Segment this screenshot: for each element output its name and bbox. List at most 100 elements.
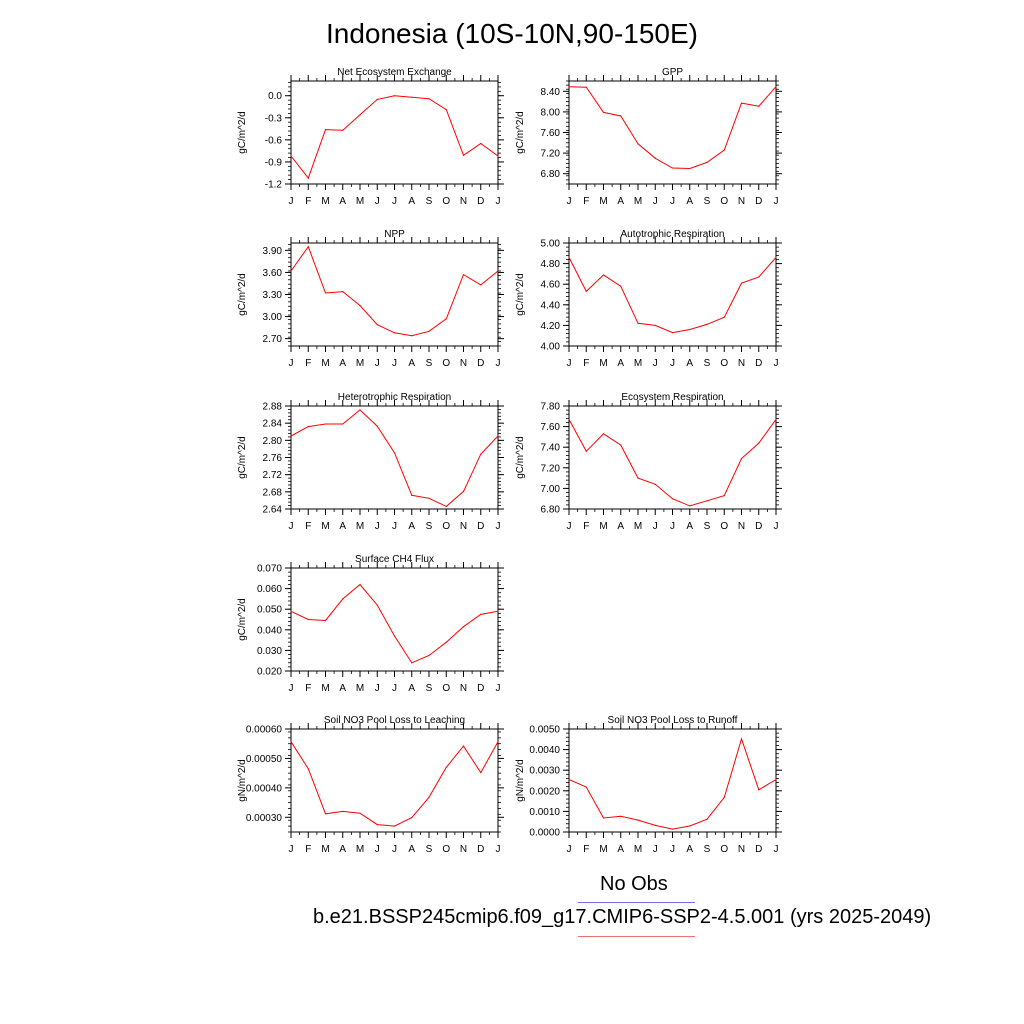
x-tick-label: S [704,844,711,855]
x-tick-label: S [426,196,433,207]
chart-panel: Autotrophic Respiration gC/m^2/d 4.00 4.20 4… [515,229,782,369]
data-point [445,766,447,768]
page-title: Indonesia (10S-10N,90-150E) [325,18,698,49]
x-tick-label: J [670,196,675,207]
x-tick-label: A [339,358,346,369]
data-point [359,812,361,814]
chart-title: NPP [384,229,405,240]
plot-frame [290,567,499,672]
data-point [671,167,674,169]
plot-frame [290,728,499,833]
x-tick-label: D [755,196,762,207]
data-point [428,654,430,657]
chart-panel: Ecosystem Respiration gC/m^2/d 6.80 7.00 7.2… [515,392,782,532]
x-tick-label: A [686,521,693,532]
data-point [775,86,777,88]
data-point [671,498,674,500]
x-tick-label: F [305,521,311,532]
x-tick-label: J [289,683,294,694]
x-tick-label: M [356,521,364,532]
x-tick-label: F [305,683,311,694]
x-tick-label: M [321,844,329,855]
x-tick-label: A [408,358,415,369]
data-point [497,610,499,612]
data-point [462,154,465,156]
data-point [602,817,605,819]
x-tick-label: M [356,844,364,855]
x-tick-label: J [774,844,779,855]
data-point [342,129,344,131]
chart-title: Net Ecosystem Exchange [337,67,452,78]
x-tick-label: A [408,683,415,694]
y-tick-label: 7.40 [541,443,561,454]
x-tick-label: O [442,683,450,694]
x-tick-label: J [670,358,675,369]
y-tick-label: 7.20 [541,149,561,160]
chart-title: GPP [662,67,683,78]
data-point [462,274,465,276]
x-tick-label: J [289,521,294,532]
data-point [689,825,691,827]
x-tick-label: M [321,358,329,369]
x-tick-label: N [738,196,745,207]
x-tick-label: M [599,358,607,369]
x-tick-label: A [617,358,624,369]
y-tick-label: 2.64 [263,505,283,516]
x-tick-label: M [356,683,364,694]
y-tick-label: 4.40 [541,300,561,311]
data-point [497,270,499,272]
chart-title: Surface CH4 Flux [355,554,434,565]
data-point [689,167,691,170]
chart-panel: Net Ecosystem Exchange gC/m^2/d -1.2 -0.9 -0… [237,67,504,207]
x-tick-label: A [408,844,415,855]
data-point [342,810,344,813]
x-tick-label: J [670,521,675,532]
data-point [723,495,725,497]
data-point [775,418,777,420]
data-point [359,583,361,586]
y-tick-label: -0.6 [265,135,283,146]
data-point [324,813,327,815]
y-tick-label: 7.80 [541,402,561,413]
x-tick-label: A [686,358,693,369]
data-point [497,741,499,743]
y-tick-label: 0.0 [268,91,282,102]
x-tick-label: M [634,844,642,855]
data-point [497,155,499,157]
x-tick-label: O [720,521,728,532]
data-point [290,741,292,743]
x-tick-label: J [653,196,658,207]
data-point [740,738,743,740]
chart-title: Autotrophic Respiration [621,229,725,240]
data-point [689,328,691,331]
legend-obs-label: No Obs [600,873,668,895]
data-point [393,332,396,334]
data-point [376,604,378,606]
chart-panel: Surface CH4 Flux gC/m^2/d 0.020 0.030 0.040 0… [237,554,504,694]
chart-panel: Soil NO3 Pool Loss to LeachinggN/m^2/d0.… [237,715,504,855]
data-point [671,332,674,334]
data-point [411,96,413,98]
x-tick-label: M [599,196,607,207]
data-point [324,128,327,131]
x-tick-label: S [426,844,433,855]
data-point [620,115,622,117]
x-tick-label: J [289,196,294,207]
x-tick-label: J [392,521,397,532]
data-point [290,435,292,437]
y-tick-label: 0.050 [257,605,282,616]
x-tick-label: F [305,358,311,369]
chart-title: Soil NO3 Pool Loss to Leaching [324,715,465,726]
data-point [342,423,344,425]
x-tick-label: J [774,196,779,207]
data-point [480,453,482,455]
chart-title: Heterotrophic Respiration [338,392,451,403]
y-tick-label: 7.20 [541,463,561,474]
data-point [428,497,430,499]
x-tick-label: D [477,683,484,694]
data-point [775,256,777,259]
y-tick-label: 2.70 [263,334,283,345]
x-tick-label: O [442,844,450,855]
data-point [307,177,309,179]
